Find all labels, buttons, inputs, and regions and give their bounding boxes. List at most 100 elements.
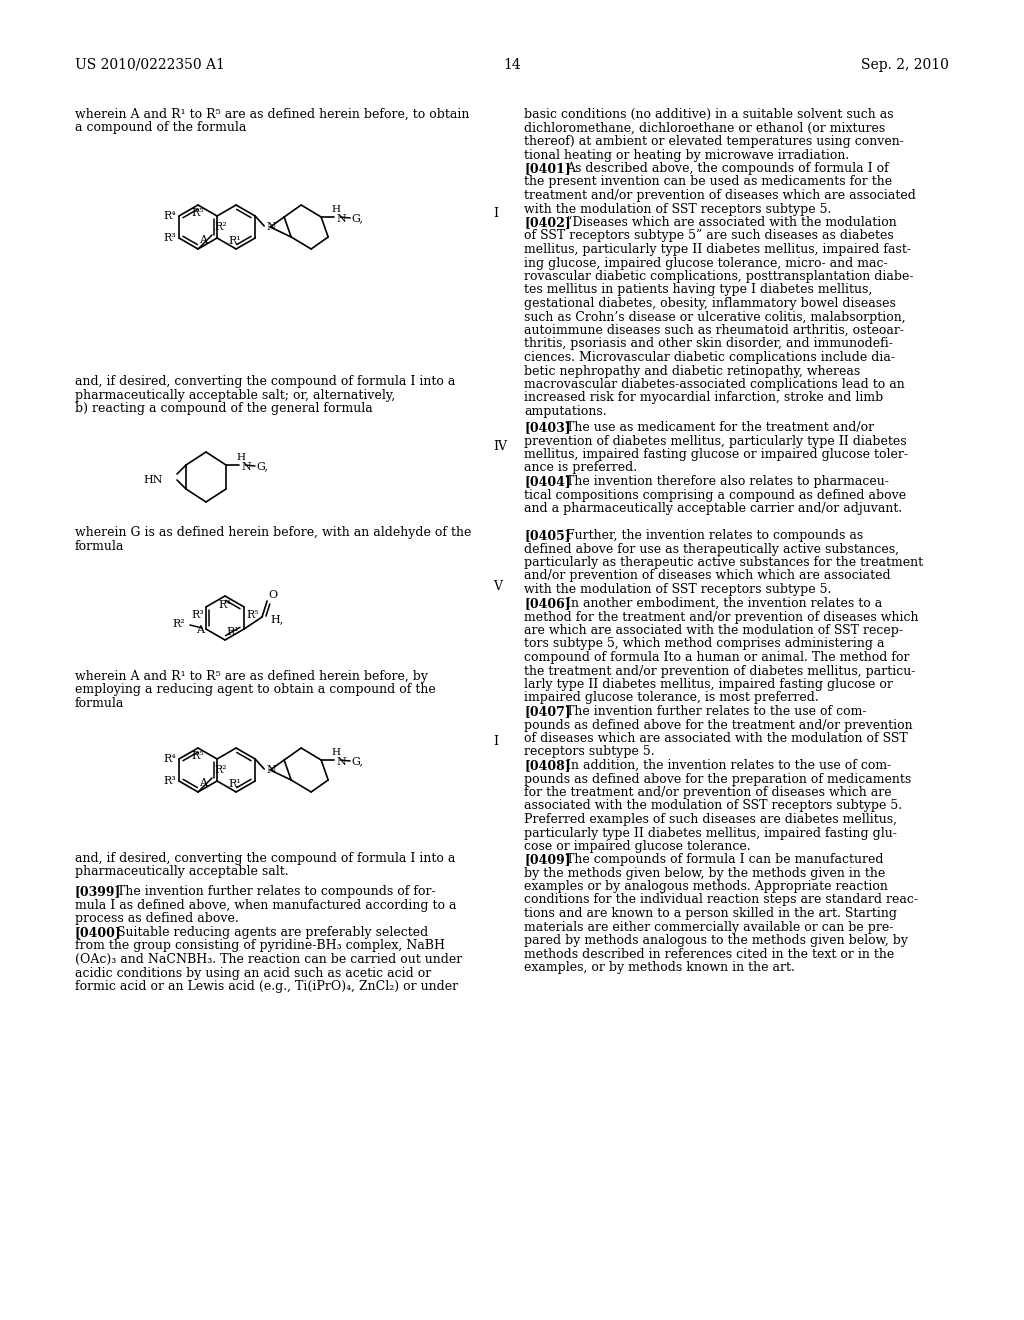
Text: particularly type II diabetes mellitus, impaired fasting glu-: particularly type II diabetes mellitus, … [524, 826, 897, 840]
Text: compound of formula Ito a human or animal. The method for: compound of formula Ito a human or anima… [524, 651, 909, 664]
Text: In another embodiment, the invention relates to a: In another embodiment, the invention rel… [566, 597, 883, 610]
Text: Preferred examples of such diseases are diabetes mellitus,: Preferred examples of such diseases are … [524, 813, 897, 826]
Text: such as Crohn’s disease or ulcerative colitis, malabsorption,: such as Crohn’s disease or ulcerative co… [524, 310, 905, 323]
Text: formula: formula [75, 697, 124, 710]
Text: betic nephropathy and diabetic retinopathy, whereas: betic nephropathy and diabetic retinopat… [524, 364, 860, 378]
Text: The use as medicament for the treatment and/or: The use as medicament for the treatment … [566, 421, 874, 434]
Text: 14: 14 [503, 58, 521, 73]
Text: G,: G, [351, 756, 364, 766]
Text: The invention further relates to the use of com-: The invention further relates to the use… [566, 705, 866, 718]
Text: wherein A and R¹ to R⁵ are as defined herein before, by: wherein A and R¹ to R⁵ are as defined he… [75, 671, 428, 682]
Text: H: H [332, 205, 341, 214]
Text: IV: IV [493, 440, 507, 453]
Text: defined above for use as therapeutically active substances,: defined above for use as therapeutically… [524, 543, 899, 556]
Text: [0406]: [0406] [524, 597, 570, 610]
Text: particularly as therapeutic active substances for the treatment: particularly as therapeutic active subst… [524, 556, 923, 569]
Text: N: N [241, 462, 251, 473]
Text: Suitable reducing agents are preferably selected: Suitable reducing agents are preferably … [117, 927, 428, 939]
Text: I: I [493, 207, 498, 220]
Text: mula I as defined above, when manufactured according to a: mula I as defined above, when manufactur… [75, 899, 457, 912]
Text: R²: R² [214, 222, 226, 232]
Text: method for the treatment and/or prevention of diseases which: method for the treatment and/or preventi… [524, 610, 919, 623]
Text: pharmaceutically acceptable salt.: pharmaceutically acceptable salt. [75, 866, 289, 879]
Text: R⁴: R⁴ [163, 211, 176, 220]
Text: a compound of the formula: a compound of the formula [75, 121, 247, 135]
Text: G,: G, [351, 213, 364, 223]
Text: mellitus, particularly type II diabetes mellitus, impaired fast-: mellitus, particularly type II diabetes … [524, 243, 911, 256]
Text: rovascular diabetic complications, posttransplantation diabe-: rovascular diabetic complications, postt… [524, 271, 913, 282]
Text: wherein A and R¹ to R⁵ are as defined herein before, to obtain: wherein A and R¹ to R⁵ are as defined he… [75, 108, 469, 121]
Text: The compounds of formula I can be manufactured: The compounds of formula I can be manufa… [566, 853, 884, 866]
Text: autoimmune diseases such as rheumatoid arthritis, osteoar-: autoimmune diseases such as rheumatoid a… [524, 323, 904, 337]
Text: R²: R² [214, 766, 226, 775]
Text: R³: R³ [163, 776, 176, 785]
Text: G,: G, [256, 461, 268, 471]
Text: mellitus, impaired fasting glucose or impaired glucose toler-: mellitus, impaired fasting glucose or im… [524, 447, 908, 461]
Text: [0409]: [0409] [524, 853, 570, 866]
Text: Further, the invention relates to compounds as: Further, the invention relates to compou… [566, 529, 863, 543]
Text: impaired glucose tolerance, is most preferred.: impaired glucose tolerance, is most pref… [524, 692, 819, 705]
Text: receptors subtype 5.: receptors subtype 5. [524, 746, 654, 759]
Text: R⁴: R⁴ [219, 601, 231, 610]
Text: from the group consisting of pyridine-BH₃ complex, NaBH: from the group consisting of pyridine-BH… [75, 940, 445, 953]
Text: and, if desired, converting the compound of formula I into a: and, if desired, converting the compound… [75, 851, 456, 865]
Text: treatment and/or prevention of diseases which are associated: treatment and/or prevention of diseases … [524, 189, 915, 202]
Text: HN: HN [143, 475, 163, 484]
Text: materials are either commercially available or can be pre-: materials are either commercially availa… [524, 920, 893, 933]
Text: increased risk for myocardial infarction, stroke and limb: increased risk for myocardial infarction… [524, 392, 884, 404]
Text: tors subtype 5, which method comprises administering a: tors subtype 5, which method comprises a… [524, 638, 885, 651]
Text: the treatment and/or prevention of diabetes mellitus, particu-: the treatment and/or prevention of diabe… [524, 664, 915, 677]
Text: with the modulation of SST receptors subtype 5.: with the modulation of SST receptors sub… [524, 583, 831, 597]
Text: A: A [199, 235, 207, 246]
Text: [0402]: [0402] [524, 216, 570, 228]
Text: [0401]: [0401] [524, 162, 570, 176]
Text: The invention therefore also relates to pharmaceu-: The invention therefore also relates to … [566, 475, 889, 488]
Text: of SST receptors subtype 5” are such diseases as diabetes: of SST receptors subtype 5” are such dis… [524, 230, 894, 243]
Text: ing glucose, impaired glucose tolerance, micro- and mac-: ing glucose, impaired glucose tolerance,… [524, 256, 888, 269]
Text: [0404]: [0404] [524, 475, 570, 488]
Text: tional heating or heating by microwave irradiation.: tional heating or heating by microwave i… [524, 149, 849, 161]
Text: (OAc)₃ and NaCNBH₃. The reaction can be carried out under: (OAc)₃ and NaCNBH₃. The reaction can be … [75, 953, 462, 966]
Text: R³: R³ [191, 610, 204, 620]
Text: [0408]: [0408] [524, 759, 570, 772]
Text: N: N [266, 766, 275, 775]
Text: tical compositions comprising a compound as defined above: tical compositions comprising a compound… [524, 488, 906, 502]
Text: amputations.: amputations. [524, 405, 606, 418]
Text: cose or impaired glucose tolerance.: cose or impaired glucose tolerance. [524, 840, 751, 853]
Text: ciences. Microvascular diabetic complications include dia-: ciences. Microvascular diabetic complica… [524, 351, 895, 364]
Text: prevention of diabetes mellitus, particularly type II diabetes: prevention of diabetes mellitus, particu… [524, 434, 906, 447]
Text: I: I [493, 735, 498, 748]
Text: Sep. 2, 2010: Sep. 2, 2010 [861, 58, 949, 73]
Text: pounds as defined above for the preparation of medicaments: pounds as defined above for the preparat… [524, 772, 911, 785]
Text: and/or prevention of diseases which which are associated: and/or prevention of diseases which whic… [524, 569, 891, 582]
Text: [0407]: [0407] [524, 705, 570, 718]
Text: conditions for the individual reaction steps are standard reac-: conditions for the individual reaction s… [524, 894, 918, 907]
Text: [0403]: [0403] [524, 421, 570, 434]
Text: A: A [199, 777, 207, 788]
Text: N: N [336, 214, 346, 224]
Text: The invention further relates to compounds of for-: The invention further relates to compoun… [117, 884, 435, 898]
Text: R⁵: R⁵ [191, 751, 205, 762]
Text: A: A [196, 624, 204, 635]
Text: H,: H, [270, 614, 284, 624]
Text: for the treatment and/or prevention of diseases which are: for the treatment and/or prevention of d… [524, 785, 892, 799]
Text: examples, or by methods known in the art.: examples, or by methods known in the art… [524, 961, 795, 974]
Text: ance is preferred.: ance is preferred. [524, 462, 637, 474]
Text: R⁴: R⁴ [163, 754, 176, 764]
Text: R¹: R¹ [226, 627, 239, 638]
Text: methods described in references cited in the text or in the: methods described in references cited in… [524, 948, 894, 961]
Text: N: N [336, 756, 346, 767]
Text: In addition, the invention relates to the use of com-: In addition, the invention relates to th… [566, 759, 891, 772]
Text: larly type II diabetes mellitus, impaired fasting glucose or: larly type II diabetes mellitus, impaire… [524, 678, 893, 690]
Text: N: N [266, 222, 275, 232]
Text: H: H [332, 748, 341, 756]
Text: examples or by analogous methods. Appropriate reaction: examples or by analogous methods. Approp… [524, 880, 888, 894]
Text: [0400]: [0400] [75, 927, 122, 939]
Text: acidic conditions by using an acid such as acetic acid or: acidic conditions by using an acid such … [75, 966, 431, 979]
Text: the present invention can be used as medicaments for the: the present invention can be used as med… [524, 176, 892, 189]
Text: and, if desired, converting the compound of formula I into a: and, if desired, converting the compound… [75, 375, 456, 388]
Text: b) reacting a compound of the general formula: b) reacting a compound of the general fo… [75, 403, 373, 414]
Text: US 2010/0222350 A1: US 2010/0222350 A1 [75, 58, 225, 73]
Text: tions and are known to a person skilled in the art. Starting: tions and are known to a person skilled … [524, 907, 897, 920]
Text: formic acid or an Lewis acid (e.g., Ti(iPrO)₄, ZnCl₂) or under: formic acid or an Lewis acid (e.g., Ti(i… [75, 979, 458, 993]
